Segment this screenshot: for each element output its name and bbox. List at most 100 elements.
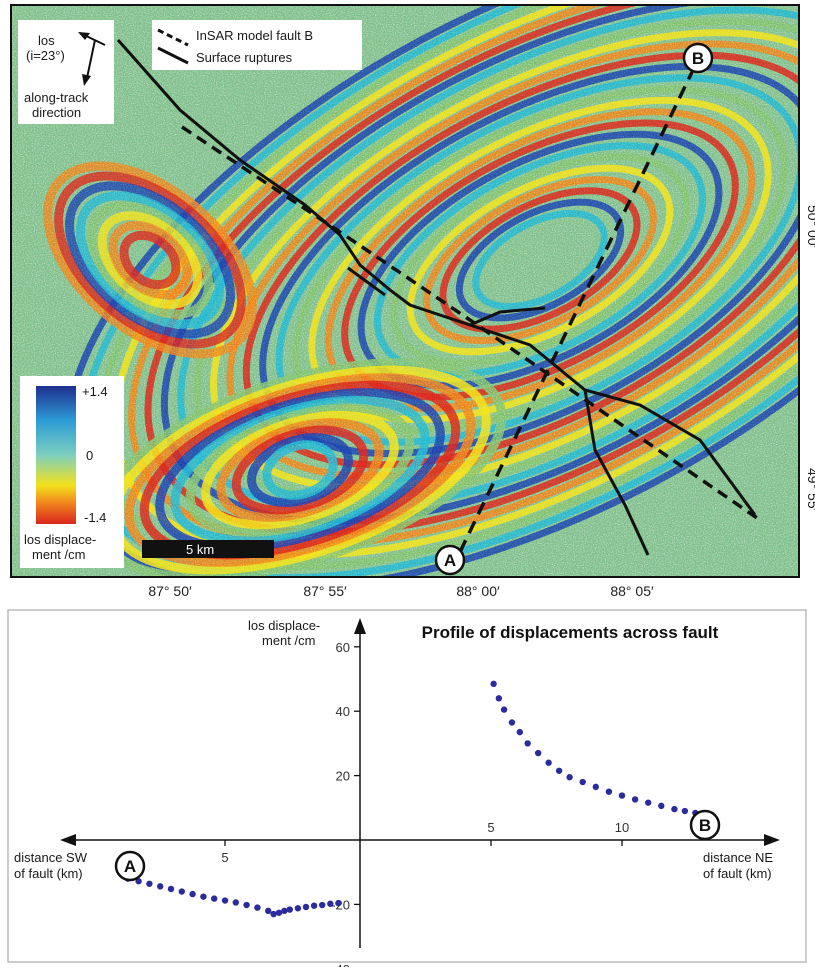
surface-rupture-segment bbox=[347, 266, 386, 297]
colorbar-title-1: los displace- bbox=[24, 532, 96, 547]
x-axis-right-arrow-icon bbox=[764, 834, 780, 846]
profile-point-ne bbox=[555, 767, 563, 774]
y-tick-label: -40 bbox=[331, 962, 350, 967]
colorbar-max: +1.4 bbox=[82, 384, 108, 399]
profile-point-sw bbox=[302, 903, 310, 911]
x-axis-left-label-2: of fault (km) bbox=[14, 866, 83, 881]
lon-label-3: 88° 00′ bbox=[456, 583, 500, 599]
profile-title: Profile of displacements across fault bbox=[422, 623, 719, 642]
profile-point-sw bbox=[178, 888, 185, 895]
surface-rupture-main bbox=[116, 39, 757, 516]
frame-ticks bbox=[0, 0, 810, 584]
x-tick-label-ne: 10 bbox=[615, 820, 629, 835]
profile-point-ne bbox=[495, 695, 503, 702]
dashed-line-legend-icon bbox=[157, 28, 189, 47]
y-tick-label: 20 bbox=[336, 769, 350, 784]
point-b-marker bbox=[682, 42, 714, 74]
scalebar-label: 5 km bbox=[186, 542, 214, 557]
profile-point-a-marker bbox=[114, 850, 146, 882]
profile-point-ne bbox=[500, 706, 508, 713]
profile-frame bbox=[7, 609, 807, 963]
profile-point-ne bbox=[605, 788, 613, 795]
point-a-marker bbox=[434, 544, 466, 576]
y-axis-arrow-icon bbox=[354, 618, 366, 634]
profile-axes bbox=[60, 618, 780, 948]
y-axis-label-1: los displace- bbox=[248, 618, 320, 633]
y-axis-label-2: ment /cm bbox=[262, 633, 315, 648]
profile-chart: 80604020-20-405105 Profile of displaceme… bbox=[7, 575, 807, 972]
profile-point-ne bbox=[592, 783, 599, 791]
along-track-label: along-track bbox=[24, 90, 89, 105]
point-a-label: A bbox=[444, 551, 456, 570]
profile-point-b-marker bbox=[689, 809, 721, 841]
los-label: los bbox=[38, 33, 55, 48]
incidence-label: (i=23°) bbox=[26, 48, 65, 63]
lon-label-2: 87° 55′ bbox=[303, 583, 347, 599]
profile-point-ne bbox=[508, 719, 516, 726]
lat-label-1: 50° 00′ bbox=[805, 205, 815, 249]
profile-point-sw bbox=[232, 899, 239, 906]
insar-map-panel: los (i=23°) along-track direction InSAR … bbox=[0, 0, 815, 599]
insar-model-fault-b-line bbox=[181, 125, 761, 522]
colorbar-mid: 0 bbox=[86, 448, 93, 463]
profile-point-ne bbox=[516, 728, 524, 736]
orientation-box bbox=[18, 20, 114, 124]
profile-point-ne bbox=[545, 759, 552, 766]
surface-rupture-branch-south bbox=[583, 389, 650, 556]
colorbar-title-2: ment /cm bbox=[32, 547, 85, 562]
lat-label-2: 49° 55′ bbox=[805, 468, 815, 512]
legend-solid-label: Surface ruptures bbox=[196, 50, 293, 65]
y-tick-label: 40 bbox=[336, 704, 350, 719]
y-tick-label: 60 bbox=[336, 640, 350, 655]
x-axis-left-label-1: distance SW bbox=[14, 850, 88, 865]
profile-panel: 80604020-20-405105 Profile of displaceme… bbox=[0, 575, 815, 972]
colorbar-gradient bbox=[36, 386, 76, 524]
profile-point-sw bbox=[327, 900, 334, 907]
surface-rupture-branch-north bbox=[469, 306, 546, 327]
profile-point-sw bbox=[200, 893, 207, 900]
solid-line-legend-icon bbox=[157, 46, 189, 65]
profile-point-ne bbox=[645, 799, 652, 806]
scalebar bbox=[142, 540, 274, 558]
legend-dashed-label: InSAR model fault B bbox=[196, 28, 313, 43]
profile-points bbox=[124, 680, 699, 918]
profile-point-ne bbox=[631, 796, 639, 803]
profile-point-sw bbox=[211, 895, 218, 902]
profile-point-sw bbox=[335, 899, 342, 907]
profile-point-sw bbox=[265, 907, 272, 915]
profile-point-sw bbox=[275, 909, 283, 916]
profile-point-ne bbox=[658, 802, 665, 810]
profile-point-ne bbox=[534, 749, 542, 757]
x-axis-right-label-2: of fault (km) bbox=[703, 866, 772, 881]
profile-point-sw bbox=[157, 883, 164, 890]
profile-point-sw bbox=[167, 885, 175, 893]
x-tick-label-sw: 5 bbox=[221, 850, 228, 865]
profile-point-ne bbox=[490, 680, 497, 688]
profile-point-ne bbox=[524, 740, 531, 747]
profile-line-a-b bbox=[458, 69, 695, 553]
profile-point-ne bbox=[566, 774, 573, 781]
insar-map: los (i=23°) along-track direction InSAR … bbox=[0, 0, 815, 599]
profile-point-sw bbox=[286, 906, 293, 913]
profile-point-sw bbox=[270, 910, 277, 918]
x-tick-label-ne: 5 bbox=[487, 820, 494, 835]
profile-point-sw bbox=[310, 902, 318, 909]
profile-point-ne bbox=[618, 792, 626, 799]
x-axis-left-arrow-icon bbox=[60, 834, 76, 846]
colorbar-min: -1.4 bbox=[84, 510, 106, 525]
profile-point-sw bbox=[189, 890, 196, 898]
profile-point-sw bbox=[281, 907, 288, 915]
profile-point-ne bbox=[681, 807, 689, 815]
direction-label: direction bbox=[32, 105, 81, 120]
lon-label-1: 87° 50′ bbox=[148, 583, 192, 599]
lon-label-4: 88° 05′ bbox=[610, 583, 654, 599]
profile-point-sw bbox=[294, 905, 302, 912]
profile-point-ne bbox=[671, 805, 678, 813]
profile-point-sw bbox=[146, 880, 153, 887]
point-b-label: B bbox=[692, 49, 704, 68]
profile-point-ne bbox=[579, 778, 586, 786]
profile-point-sw bbox=[254, 904, 261, 911]
profile-point-sw bbox=[243, 901, 250, 909]
profile-point-sw bbox=[221, 897, 229, 904]
along-track-arrow-icon bbox=[86, 39, 96, 79]
